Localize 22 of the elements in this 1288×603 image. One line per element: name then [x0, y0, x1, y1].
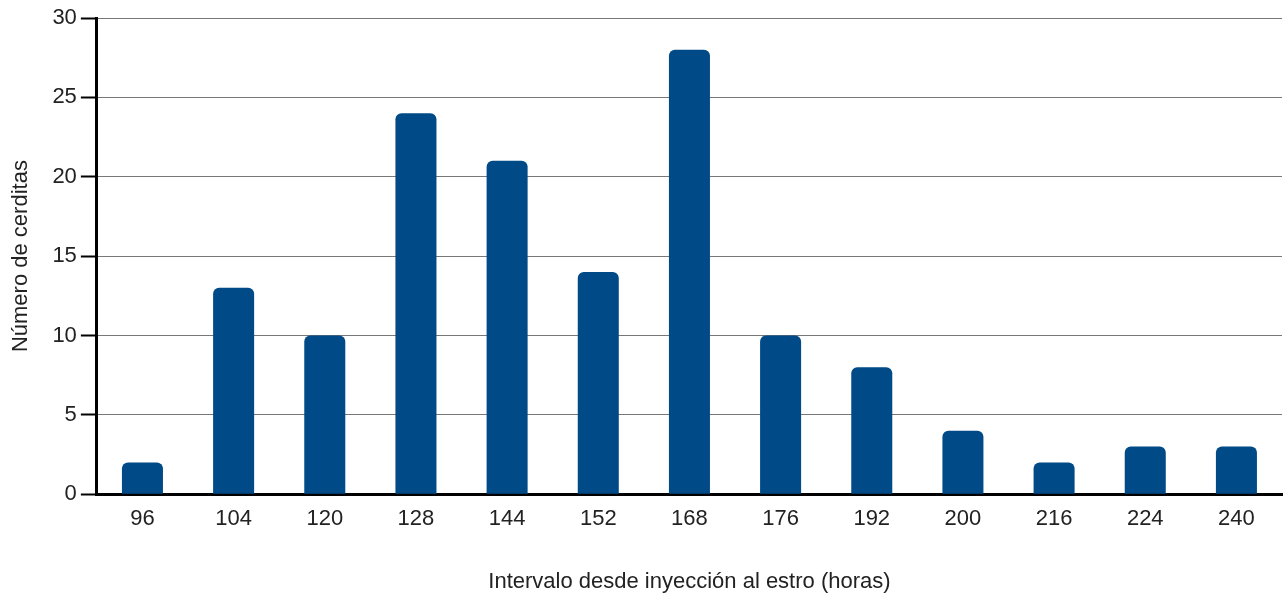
x-tick-label: 96	[130, 505, 155, 531]
x-tick-label: 240	[1218, 505, 1255, 531]
y-tick-label: 10	[52, 321, 77, 347]
x-tick-label: 176	[762, 505, 799, 531]
x-tick-label: 192	[853, 505, 891, 531]
x-tick-label: 144	[488, 505, 526, 531]
y-tick-label: 30	[52, 4, 77, 30]
y-tick-label: 25	[52, 83, 77, 109]
x-tick-label: 120	[306, 505, 344, 531]
x-axis-title: Intervalo desde inyección al estro (horas)	[488, 567, 891, 593]
x-tick-label: 216	[1035, 505, 1073, 531]
y-tick-label: 5	[64, 400, 77, 426]
y-tick-label: 20	[52, 162, 77, 188]
x-tick-label: 200	[944, 505, 982, 531]
y-tick-label: 15	[52, 242, 77, 268]
x-tick-label: 152	[579, 505, 617, 531]
y-axis-title: Número de cerditas	[7, 160, 33, 353]
x-tick-label: 168	[671, 505, 708, 531]
x-tick-label: 104	[215, 505, 252, 531]
y-tick-label: 0	[64, 480, 77, 506]
x-tick-label: 224	[1126, 505, 1164, 531]
x-tick-label: 128	[397, 505, 435, 531]
